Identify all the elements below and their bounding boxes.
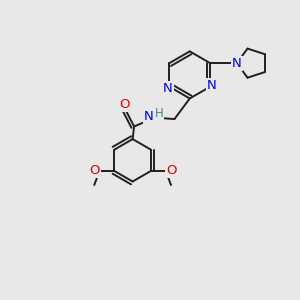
Text: N: N bbox=[144, 110, 154, 123]
Text: O: O bbox=[119, 98, 130, 111]
Text: N: N bbox=[232, 57, 242, 70]
Text: N: N bbox=[207, 79, 217, 92]
Text: O: O bbox=[166, 164, 176, 177]
Text: O: O bbox=[89, 164, 100, 177]
Text: H: H bbox=[154, 107, 163, 120]
Text: N: N bbox=[163, 82, 173, 95]
